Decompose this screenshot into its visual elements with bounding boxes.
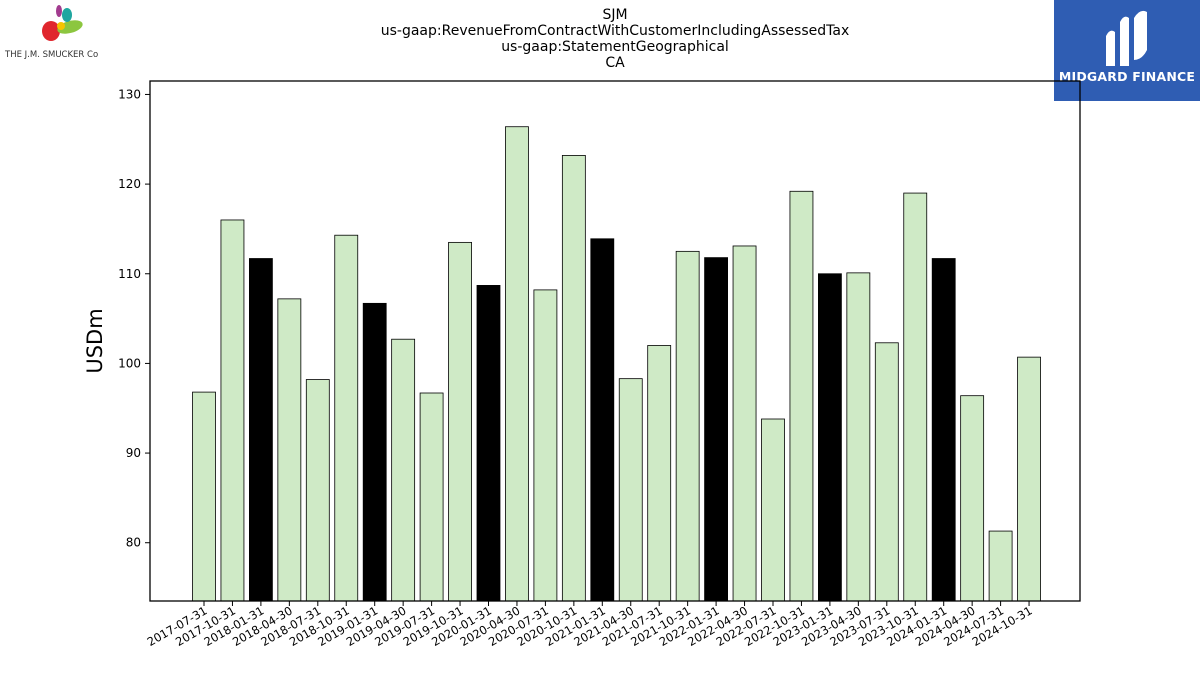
smucker-logo-text: THE J.M. SMUCKER Co (5, 50, 99, 60)
bar-2021-04-30 (618, 378, 643, 602)
bar-2023-10-31 (903, 192, 928, 602)
bar-2018-10-31 (334, 234, 359, 602)
bar-2022-07-31 (761, 418, 785, 602)
bar-2022-10-31 (789, 190, 814, 602)
bar-2023-04-30 (846, 272, 871, 602)
y-tick-label: 120 (118, 177, 141, 191)
y-tick-label: 110 (118, 267, 141, 281)
bar-2019-04-30 (391, 338, 416, 602)
y-tick-label: 130 (118, 87, 141, 101)
chart-title-line-2: us-gaap:RevenueFromContractWithCustomerI… (380, 23, 850, 39)
bar-2024-07-31 (988, 530, 1013, 602)
chart-title-line-4: CA (605, 55, 625, 71)
chart-title-line-1: SJM (602, 7, 628, 23)
bar-2020-07-31 (533, 289, 558, 602)
bar-2022-04-30 (732, 245, 757, 602)
chart-title-line-3: us-gaap:StatementGeographical (501, 39, 729, 55)
bar-2018-04-30 (277, 298, 302, 602)
midgard-m-icon (1106, 10, 1147, 67)
bar-2019-01-31 (362, 302, 387, 602)
bar-2021-07-31 (647, 345, 672, 602)
bar-2018-01-31 (248, 258, 273, 602)
bar-2019-10-31 (448, 241, 472, 602)
x-axis: 2017-07-312017-10-312018-01-312018-04-30… (145, 601, 1035, 649)
y-tick-label: 100 (118, 356, 141, 370)
bar-2017-10-31 (220, 219, 245, 602)
bar-2020-04-30 (505, 126, 529, 602)
bar-2021-10-31 (675, 250, 700, 602)
bar-2021-01-31 (590, 238, 615, 602)
plot-frame (149, 80, 1081, 602)
midgard-finance-text: MIDGARD FINANCE (1058, 69, 1196, 84)
y-axis-label: USDm (83, 308, 107, 373)
bar-series (192, 126, 1041, 602)
bar-2024-10-31 (1017, 356, 1041, 602)
bar-2020-10-31 (561, 155, 586, 602)
bar-2022-01-31 (704, 257, 728, 602)
bar-2024-04-30 (960, 395, 985, 602)
y-tick-label: 80 (126, 536, 141, 550)
bar-2024-01-31 (931, 258, 956, 602)
bar-2018-07-31 (305, 379, 330, 602)
y-axis: 80 90 100 110 120 130 (118, 87, 150, 550)
smucker-fruit-icon (42, 5, 83, 41)
smucker-logo: THE J.M. SMUCKER Co (0, 0, 130, 70)
bar-2017-07-31 (192, 391, 216, 602)
bar-2020-01-31 (476, 285, 501, 602)
y-tick-label: 90 (126, 446, 141, 460)
bar-2023-01-31 (818, 273, 842, 602)
bar-2019-07-31 (419, 392, 444, 602)
midgard-finance-logo: MIDGARD FINANCE (1054, 0, 1200, 101)
bar-2023-07-31 (874, 342, 899, 602)
